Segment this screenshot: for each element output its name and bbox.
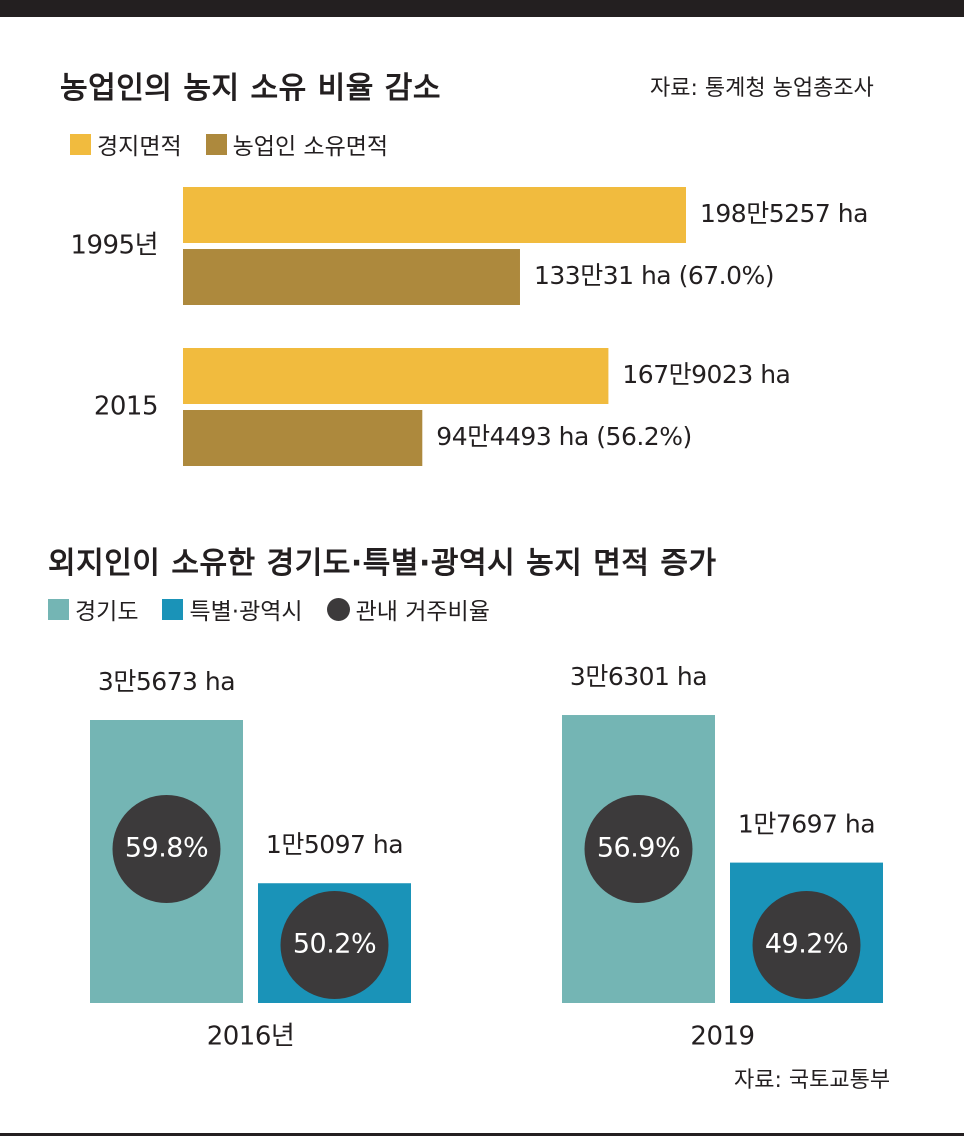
ratio-circle-gyeonggi-0 xyxy=(112,795,221,903)
ratio-circle-gyeonggi-1 xyxy=(584,795,693,903)
chart1-title: 농업인의 농지 소유 비율 감소 xyxy=(60,71,441,106)
ratio-label-metro-0: 50.2% xyxy=(293,929,376,960)
bar-value-label-metro-1: 1만7697 ha xyxy=(738,810,875,839)
legend-label-farmer-owned: 농업인 소유면적 xyxy=(232,134,389,160)
legend-label-gyeonggi: 경기도 xyxy=(75,599,139,625)
legend-item-metro: 특별·광역시 xyxy=(162,592,303,626)
bar-farmer-owned-0 xyxy=(183,249,520,305)
bar-farmer-owned-1 xyxy=(183,410,423,466)
legend-swatch-metro xyxy=(162,598,184,620)
legend-swatch-gyeonggi xyxy=(48,598,69,620)
year-label-2-0: 2016년 xyxy=(207,1022,295,1052)
chart2-source: 자료: 국토교통부 xyxy=(734,1068,891,1093)
ratio-circle-metro-1 xyxy=(752,891,861,999)
legend-swatch-cultivated xyxy=(70,133,91,155)
top-rule xyxy=(0,0,964,17)
legend-swatch-farmer-owned xyxy=(205,133,227,155)
bar-value-label-farmer-owned-0: 133만31 ha (67.0%) xyxy=(534,261,774,290)
chart1-legend: 경지면적 농업인 소유면적 xyxy=(70,127,412,161)
chart2-title: 외지인이 소유한 경기도·특별·광역시 농지 면적 증가 xyxy=(48,546,717,581)
ratio-label-metro-1: 49.2% xyxy=(765,929,848,960)
year-label-1: 2015 xyxy=(94,392,158,422)
chart1-source: 자료: 통계청 농업총조사 xyxy=(650,76,874,101)
bar-value-label-cultivated-1: 167만9023 ha xyxy=(622,360,790,389)
bar-cultivated-0 xyxy=(183,187,686,243)
ratio-label-gyeonggi-0: 59.8% xyxy=(125,833,208,864)
bar-value-label-metro-0: 1만5097 ha xyxy=(266,830,403,859)
year-label-0: 1995년 xyxy=(70,231,158,261)
legend-item-farmer-owned: 농업인 소유면적 xyxy=(205,127,389,161)
bottom-rule xyxy=(0,1133,964,1136)
bar-value-label-cultivated-0: 198만5257 ha xyxy=(700,199,868,228)
ratio-circle-metro-0 xyxy=(280,891,389,999)
legend-item-gyeonggi: 경기도 xyxy=(48,592,138,626)
legend-item-cultivated: 경지면적 xyxy=(70,127,182,161)
legend-label-resident-ratio: 관내 거주비율 xyxy=(355,599,490,625)
legend-label-cultivated: 경지면적 xyxy=(97,134,182,160)
chart2-legend: 경기도 특별·광역시 관내 거주비율 xyxy=(48,592,514,626)
legend-dot-resident-ratio xyxy=(326,597,350,621)
year-label-2-1: 2019 xyxy=(690,1022,754,1052)
legend-label-metro: 특별·광역시 xyxy=(189,599,303,625)
bar-value-label-gyeonggi-1: 3만6301 ha xyxy=(570,662,707,691)
legend-item-resident-ratio: 관내 거주비율 xyxy=(326,592,490,626)
bar-value-label-gyeonggi-0: 3만5673 ha xyxy=(98,667,235,696)
bar-value-label-farmer-owned-1: 94만4493 ha (56.2%) xyxy=(436,422,691,451)
ratio-label-gyeonggi-1: 56.9% xyxy=(597,833,680,864)
bar-cultivated-1 xyxy=(183,348,609,404)
